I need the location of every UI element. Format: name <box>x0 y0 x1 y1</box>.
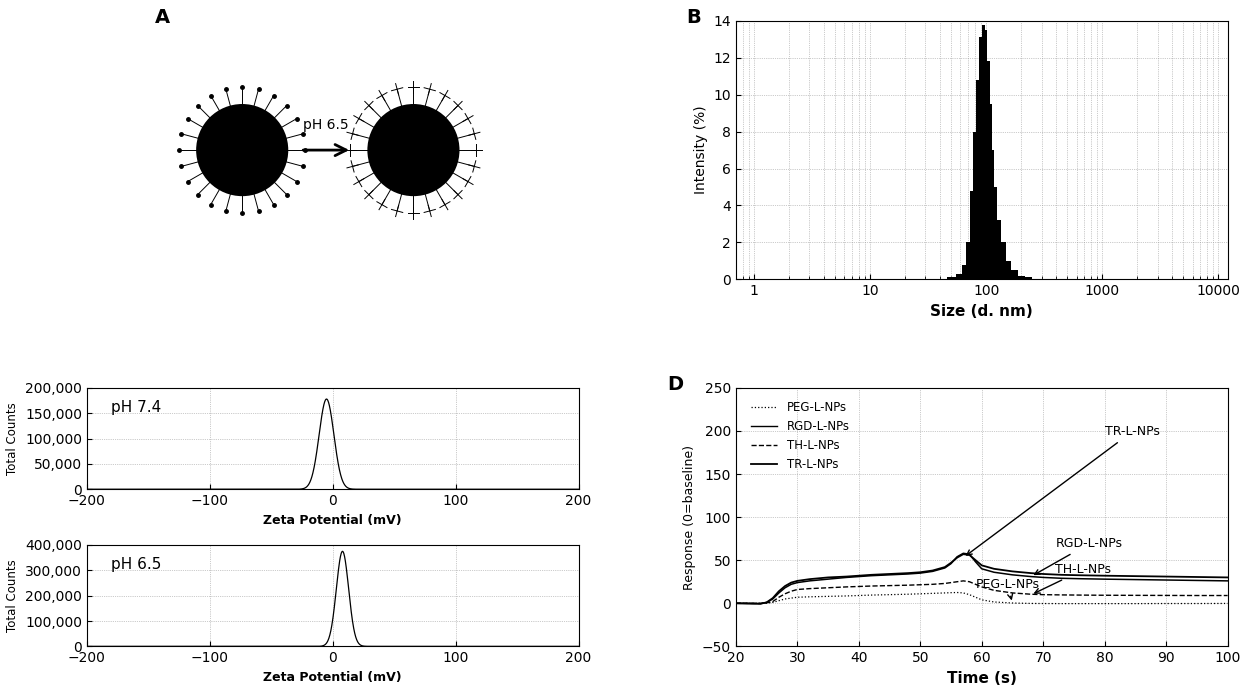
Text: A: A <box>155 8 170 27</box>
X-axis label: Time (s): Time (s) <box>947 671 1017 686</box>
Text: pH 6.5: pH 6.5 <box>112 557 161 572</box>
X-axis label: Size (d. nm): Size (d. nm) <box>930 304 1033 319</box>
Circle shape <box>197 105 288 195</box>
Text: D: D <box>667 375 683 394</box>
Text: pH 7.4: pH 7.4 <box>112 400 161 415</box>
Text: RGD-L-NPs: RGD-L-NPs <box>1034 537 1122 575</box>
Text: PEG-L-NPs: PEG-L-NPs <box>976 578 1039 599</box>
X-axis label: Zeta Potential (mV): Zeta Potential (mV) <box>263 671 402 684</box>
Y-axis label: Response (0=baseline): Response (0=baseline) <box>683 445 697 589</box>
Circle shape <box>368 105 459 195</box>
Legend: PEG-L-NPs, RGD-L-NPs, TH-L-NPs, TR-L-NPs: PEG-L-NPs, RGD-L-NPs, TH-L-NPs, TR-L-NPs <box>746 396 854 475</box>
Text: TH-L-NPs: TH-L-NPs <box>1035 563 1111 593</box>
Y-axis label: Intensity (%): Intensity (%) <box>694 106 708 195</box>
Text: TR-L-NPs: TR-L-NPs <box>967 425 1159 555</box>
Y-axis label: Total Counts: Total Counts <box>6 559 20 632</box>
Text: B: B <box>687 8 702 27</box>
X-axis label: Zeta Potential (mV): Zeta Potential (mV) <box>263 514 402 527</box>
Y-axis label: Total Counts: Total Counts <box>6 402 20 475</box>
Text: pH 6.5: pH 6.5 <box>304 118 348 132</box>
